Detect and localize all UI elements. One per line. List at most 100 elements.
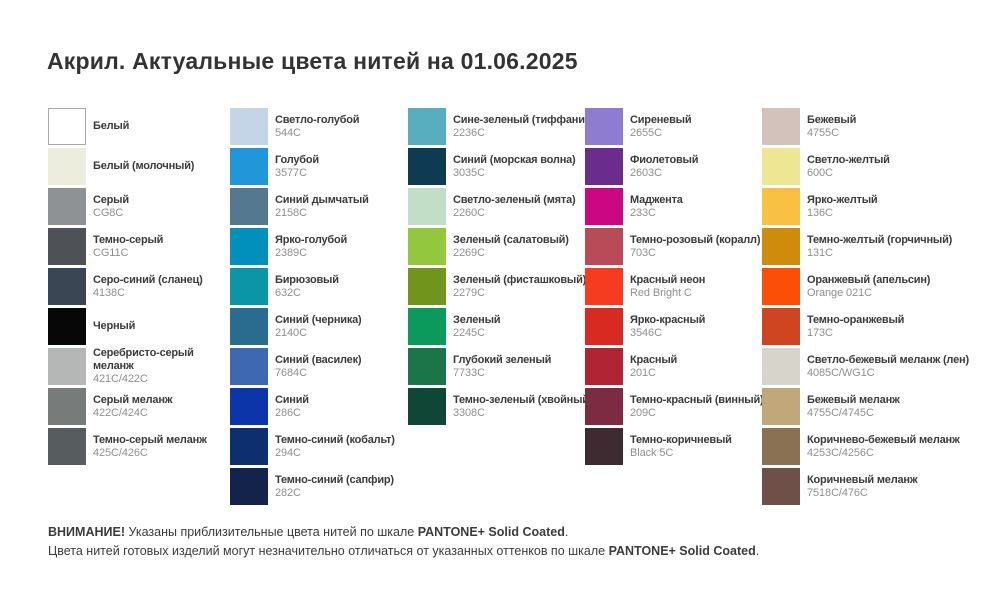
color-labels: Глубокий зеленый 7733C (453, 354, 551, 380)
color-code: 703C (630, 246, 656, 259)
color-labels: Темно-синий (сапфир) 282C (275, 474, 394, 500)
color-code: 544C (275, 126, 301, 139)
color-labels: Бирюзовый 632C (275, 274, 339, 300)
color-labels: Синий дымчатый 2158C (275, 194, 369, 220)
color-swatch (762, 108, 800, 145)
color-code: 7684C (275, 366, 307, 379)
color-row: Красный неон Red Bright C (585, 268, 762, 305)
color-labels: Темно-желтый (горчичный) 131C (807, 234, 952, 260)
color-swatch (230, 148, 268, 185)
color-swatch (408, 388, 446, 425)
color-row: Зеленый (фисташковый) 2279C (408, 268, 586, 305)
color-labels: Красный неон Red Bright C (630, 274, 705, 300)
color-swatch (230, 268, 268, 305)
color-name: Коричнево-бежевый меланж (807, 433, 960, 446)
color-name: Ярко-красный (630, 313, 706, 326)
color-code: 2158C (275, 206, 307, 219)
color-swatch (230, 348, 268, 385)
color-swatch (585, 308, 623, 345)
color-name: Синий дымчатый (275, 193, 369, 206)
color-labels: Белый (93, 120, 129, 133)
color-swatch (230, 228, 268, 265)
color-swatch (48, 148, 86, 185)
color-swatch (48, 228, 86, 265)
color-swatch (585, 428, 623, 465)
color-row: Коричневый меланж 7518C/476C (762, 468, 1000, 505)
color-labels: Бежевый 4755C (807, 114, 856, 140)
footer-line: ВНИМАНИЕ! Указаны приблизительные цвета … (48, 523, 759, 542)
color-swatch (762, 348, 800, 385)
swatch-column: Белый Белый (молочный) Серый CG8C Темно-серы… (48, 108, 230, 468)
color-labels: Черный (93, 320, 135, 333)
color-labels: Серо-синий (сланец) 4138C (93, 274, 203, 300)
swatch-column: Сине-зеленый (тиффани) 2236C Синий (морска… (408, 108, 593, 428)
color-code: 3546C (630, 326, 662, 339)
color-name: Белый (молочный) (93, 160, 195, 172)
color-row: Темно-синий (сапфир) 282C (230, 468, 408, 505)
color-name: Темно-серый (93, 233, 164, 246)
color-labels: Ярко-желтый 136C (807, 194, 878, 220)
color-row: Темно-желтый (горчичный) 131C (762, 228, 1000, 265)
color-code: 2603C (630, 166, 662, 179)
color-row: Серебристо-серый меланж 421C/422C (48, 347, 230, 385)
color-swatch (762, 428, 800, 465)
color-labels: Темно-красный (винный) 209C (630, 394, 764, 420)
footer-text-segment: . (755, 544, 760, 558)
color-code: 4138C (93, 286, 125, 299)
footer-text-segment: Цвета нитей готовых изделий могут незнач… (48, 544, 609, 558)
color-name: Светло-зеленый (мята) (453, 193, 576, 206)
color-swatch (762, 468, 800, 505)
color-labels: Светло-голубой 544C (275, 114, 360, 140)
color-labels: Синий 286C (275, 394, 309, 420)
color-name: Ярко-голубой (275, 233, 348, 246)
color-name: Темно-зеленый (хвойный) (453, 393, 593, 406)
color-labels: Белый (молочный) (93, 160, 194, 173)
color-swatch (408, 308, 446, 345)
color-name: Серебристо-серый меланж (93, 347, 194, 372)
color-code: 2245C (453, 326, 485, 339)
color-code: 173C (807, 326, 833, 339)
color-row: Темно-синий (кобальт) 294C (230, 428, 408, 465)
color-code: 2655C (630, 126, 662, 139)
color-row: Темно-оранжевый 173C (762, 308, 1000, 345)
footer-line: Цвета нитей готовых изделий могут незнач… (48, 542, 759, 561)
color-row: Ярко-красный 3546C (585, 308, 762, 345)
color-code: 632C (275, 286, 301, 299)
color-swatch (48, 108, 86, 145)
color-labels: Сиреневый 2655C (630, 114, 692, 140)
color-swatch (230, 468, 268, 505)
color-name: Зеленый (453, 313, 501, 326)
color-row: Темно-зеленый (хвойный) 3308C (408, 388, 593, 425)
color-code: 2279C (453, 286, 485, 299)
color-name: Темно-оранжевый (807, 313, 905, 326)
color-row: Черный (48, 308, 230, 345)
color-code: CG8C (93, 206, 124, 219)
color-row: Маджента 233C (585, 188, 762, 225)
color-code: 136C (807, 206, 833, 219)
color-name: Темно-розовый (коралл) (630, 233, 761, 246)
color-row: Красный 201C (585, 348, 762, 385)
color-row: Глубокий зеленый 7733C (408, 348, 585, 385)
color-swatch (408, 228, 446, 265)
color-labels: Зеленый (фисташковый) 2279C (453, 274, 586, 300)
color-name: Черный (93, 320, 136, 332)
swatch-column: Бежевый 4755C Светло-желтый 600C Ярко-желтый… (762, 108, 1000, 508)
color-row: Темно-красный (винный) 209C (585, 388, 764, 425)
color-row: Синий 286C (230, 388, 408, 425)
color-swatch (762, 228, 800, 265)
footer-text-segment: PANTONE+ Solid Coated (417, 525, 565, 539)
color-swatch (48, 428, 86, 465)
color-labels: Темно-коричневый Black 5C (630, 434, 732, 460)
color-labels: Бежевый меланж 4755C/4745C (807, 394, 900, 420)
color-swatch (48, 308, 86, 345)
color-labels: Синий (морская волна) 3035C (453, 154, 576, 180)
color-labels: Оранжевый (апельсин) Orange 021C (807, 274, 930, 300)
color-row: Сиреневый 2655C (585, 108, 762, 145)
color-labels: Ярко-красный 3546C (630, 314, 705, 340)
color-row: Серо-синий (сланец) 4138C (48, 268, 230, 305)
color-code: 2236C (453, 126, 485, 139)
color-labels: Ярко-голубой 2389C (275, 234, 347, 260)
color-name: Сине-зеленый (тиффани) (453, 113, 589, 126)
swatch-column: Светло-голубой 544C Голубой 3577C Синий дымч… (230, 108, 408, 508)
color-swatch (585, 188, 623, 225)
